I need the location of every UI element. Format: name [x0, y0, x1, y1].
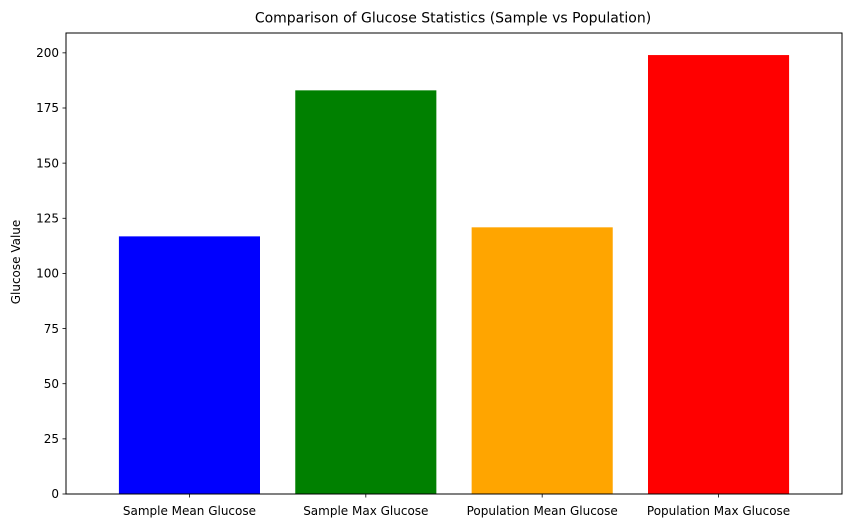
bar-sample-mean-glucose — [118, 236, 260, 494]
y-tick-label: 50 — [44, 377, 59, 391]
y-tick-label: 175 — [36, 101, 59, 115]
plot-frame — [65, 32, 843, 495]
bar-sample-max-glucose — [295, 90, 437, 494]
x-tick-label: Population Mean Glucose — [467, 504, 618, 518]
y-tick-label: 200 — [36, 46, 59, 60]
chart-title: Comparison of Glucose Statistics (Sample… — [255, 11, 651, 27]
y-tick-label: 75 — [44, 322, 59, 336]
x-axis: Sample Mean Glucose Sample Max Glucose Pop… — [123, 494, 790, 518]
y-tick-label: 25 — [44, 432, 59, 446]
bars-group — [118, 55, 790, 495]
y-tick-label: 150 — [36, 156, 59, 170]
bar-population-mean-glucose — [471, 227, 613, 494]
y-tick-label: 125 — [36, 211, 59, 225]
y-axis-title: Glucose Value — [9, 220, 23, 305]
y-tick-label: 100 — [36, 267, 59, 281]
bar-population-max-glucose — [648, 55, 790, 495]
x-tick-label: Sample Max Glucose — [303, 504, 428, 518]
x-tick-label: Sample Mean Glucose — [123, 504, 256, 518]
y-axis: 0 25 50 75 100 125 150 175 200 — [36, 46, 66, 501]
y-tick-label: 0 — [51, 487, 59, 501]
x-tick-label: Population Max Glucose — [647, 504, 790, 518]
